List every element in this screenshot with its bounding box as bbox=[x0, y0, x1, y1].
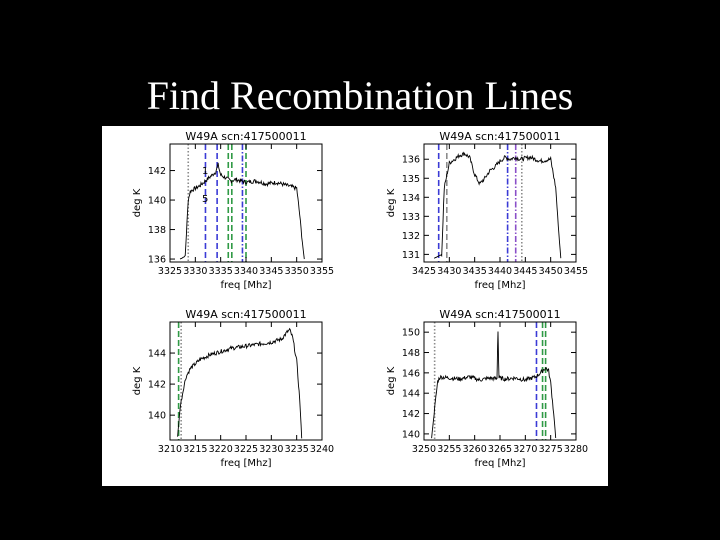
x-tick-label: 3325 bbox=[158, 266, 182, 277]
x-tick-label: 3355 bbox=[310, 266, 334, 277]
y-tick-label: 142 bbox=[402, 409, 420, 420]
y-tick-label: 144 bbox=[148, 349, 166, 360]
x-tick-label: 3330 bbox=[183, 266, 207, 277]
x-tick-label: 3435 bbox=[463, 266, 487, 277]
y-tick-label: 142 bbox=[148, 166, 166, 177]
x-axis-label: freq [Mhz] bbox=[220, 458, 271, 469]
x-tick-label: 3350 bbox=[285, 266, 309, 277]
x-axis-label: freq [Mhz] bbox=[220, 280, 271, 291]
series-trace bbox=[179, 162, 305, 260]
subplot-title: W49A scn:417500011 bbox=[439, 130, 560, 143]
y-tick-label: 131 bbox=[402, 250, 420, 261]
y-tick-label: 136 bbox=[148, 255, 166, 266]
y-tick-label: 134 bbox=[402, 193, 420, 204]
plot-frame bbox=[169, 321, 323, 441]
y-tick-label: 138 bbox=[148, 225, 166, 236]
plot-annotation: 5 bbox=[202, 194, 208, 205]
x-tick-label: 3345 bbox=[259, 266, 283, 277]
plot-annotation: 1 bbox=[202, 166, 208, 177]
x-tick-label: 3255 bbox=[437, 444, 461, 455]
x-tick-label: 3270 bbox=[513, 444, 537, 455]
plot-frame bbox=[423, 321, 577, 441]
y-tick-label: 132 bbox=[402, 231, 420, 242]
x-tick-label: 3425 bbox=[412, 266, 436, 277]
x-tick-label: 3225 bbox=[234, 444, 258, 455]
x-tick-label: 3275 bbox=[539, 444, 563, 455]
x-tick-label: 3235 bbox=[285, 444, 309, 455]
series-trace bbox=[431, 331, 557, 439]
subplot-title: W49A scn:417500011 bbox=[185, 308, 306, 321]
y-tick-label: 140 bbox=[148, 196, 166, 207]
x-axis-label: freq [Mhz] bbox=[474, 458, 525, 469]
x-tick-label: 3450 bbox=[539, 266, 563, 277]
y-axis-label: deg K bbox=[132, 366, 143, 395]
figure-panel: W49A scn:417500011 3325 3330 3335 3340 3345 33… bbox=[102, 126, 608, 486]
y-tick-label: 140 bbox=[148, 411, 166, 422]
y-tick-label: 136 bbox=[402, 155, 420, 166]
x-tick-label: 3340 bbox=[234, 266, 258, 277]
series-trace bbox=[177, 327, 303, 439]
y-tick-label: 142 bbox=[148, 380, 166, 391]
series-trace bbox=[434, 151, 562, 259]
x-tick-label: 3440 bbox=[488, 266, 512, 277]
x-tick-label: 3280 bbox=[564, 444, 588, 455]
y-axis-label: deg K bbox=[386, 366, 397, 395]
y-tick-label: 146 bbox=[402, 368, 420, 379]
x-tick-label: 3220 bbox=[209, 444, 233, 455]
x-tick-label: 3265 bbox=[488, 444, 512, 455]
slide-title: Find Recombination Lines bbox=[146, 73, 574, 118]
x-tick-label: 3210 bbox=[158, 444, 182, 455]
x-tick-label: 3430 bbox=[437, 266, 461, 277]
y-tick-label: 144 bbox=[402, 389, 420, 400]
x-tick-label: 3250 bbox=[412, 444, 436, 455]
x-tick-label: 3335 bbox=[209, 266, 233, 277]
x-tick-label: 3260 bbox=[463, 444, 487, 455]
y-axis-label: deg K bbox=[132, 188, 143, 217]
y-tick-label: 135 bbox=[402, 174, 420, 185]
x-tick-label: 3240 bbox=[310, 444, 334, 455]
x-tick-label: 3445 bbox=[513, 266, 537, 277]
x-tick-label: 3455 bbox=[564, 266, 588, 277]
x-tick-label: 3215 bbox=[183, 444, 207, 455]
x-tick-label: 3230 bbox=[259, 444, 283, 455]
y-tick-label: 133 bbox=[402, 212, 420, 223]
subplot-title: W49A scn:417500011 bbox=[185, 130, 306, 143]
y-tick-label: 140 bbox=[402, 429, 420, 440]
y-axis-label: deg K bbox=[386, 188, 397, 217]
y-tick-label: 150 bbox=[402, 328, 420, 339]
x-axis-label: freq [Mhz] bbox=[474, 280, 525, 291]
y-tick-label: 148 bbox=[402, 348, 420, 359]
subplot-title: W49A scn:417500011 bbox=[439, 308, 560, 321]
